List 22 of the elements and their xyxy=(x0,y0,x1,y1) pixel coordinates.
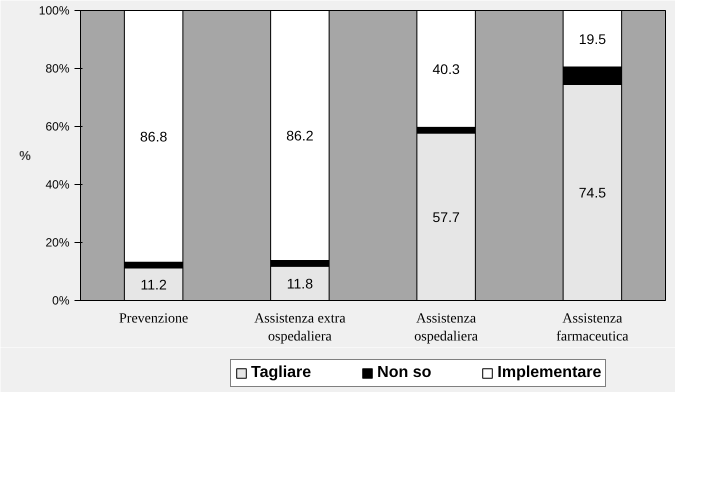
x-tick-label: Prevenzione xyxy=(119,312,188,326)
data-label: 74.5 xyxy=(578,184,606,200)
y-tick-label: 40% xyxy=(45,178,70,192)
data-label: 86.8 xyxy=(140,128,168,144)
data-label: 40.3 xyxy=(432,60,460,77)
y-tick-label: 20% xyxy=(45,236,70,250)
y-tick-label: 60% xyxy=(45,120,70,134)
y-tick-label: 0% xyxy=(52,294,70,308)
data-label: 86.2 xyxy=(286,127,314,144)
data-label: 11.2 xyxy=(140,276,167,292)
legend-label: Non so xyxy=(377,364,432,382)
legend-label: Implementare xyxy=(497,364,602,382)
y-tick-label: 80% xyxy=(45,62,70,76)
data-label: 19.5 xyxy=(578,30,606,47)
data-label: 57.7 xyxy=(432,208,460,225)
x-tick-label: Assistenza ospedaliera xyxy=(414,312,479,344)
y-tick-label: 100% xyxy=(38,4,70,18)
legend-label: Tagliare xyxy=(251,364,312,382)
y-axis-title: % xyxy=(19,148,32,163)
x-tick-label: Assistenza farmaceutica xyxy=(556,312,630,344)
x-tick-label: Assistenza extra ospedaliera xyxy=(254,312,346,344)
data-label: 11.8 xyxy=(286,275,314,292)
